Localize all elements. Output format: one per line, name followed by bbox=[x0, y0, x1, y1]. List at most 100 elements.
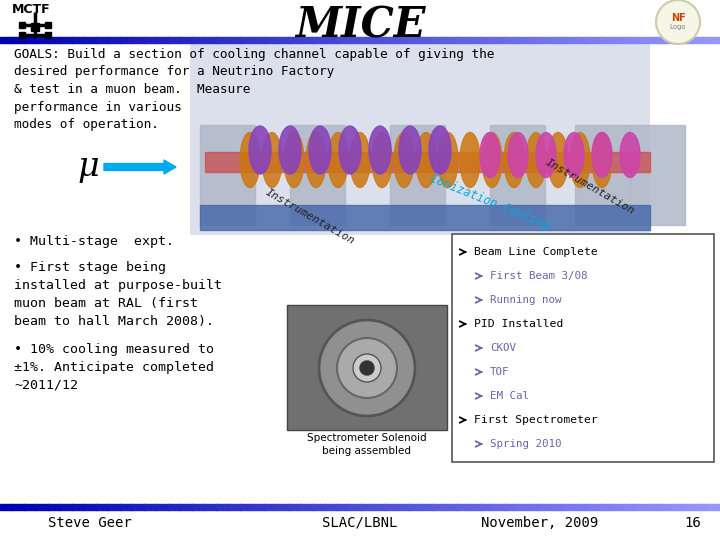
Bar bbox=[360, 37, 373, 43]
Bar bbox=[492, 504, 505, 510]
Bar bbox=[696, 504, 709, 510]
Bar bbox=[264, 504, 277, 510]
Bar bbox=[684, 37, 697, 43]
Circle shape bbox=[353, 354, 381, 382]
Text: Beam Line Complete: Beam Line Complete bbox=[474, 247, 598, 257]
Circle shape bbox=[319, 320, 415, 416]
Bar bbox=[290, 125, 345, 225]
Text: First Spectrometer: First Spectrometer bbox=[474, 415, 598, 425]
FancyArrow shape bbox=[104, 160, 176, 174]
Bar bbox=[48, 504, 61, 510]
Bar bbox=[36, 504, 49, 510]
Bar bbox=[624, 504, 637, 510]
Bar bbox=[264, 37, 277, 43]
Bar bbox=[636, 504, 649, 510]
Bar bbox=[204, 504, 217, 510]
Text: Ionization Cooling: Ionization Cooling bbox=[428, 172, 552, 232]
Bar bbox=[348, 37, 361, 43]
Bar bbox=[45, 22, 51, 28]
Bar bbox=[120, 504, 133, 510]
Bar bbox=[480, 504, 493, 510]
Bar bbox=[444, 504, 457, 510]
Text: First Beam 3/08: First Beam 3/08 bbox=[490, 271, 588, 281]
Bar bbox=[492, 37, 505, 43]
Bar bbox=[444, 37, 457, 43]
Bar bbox=[240, 504, 253, 510]
Bar bbox=[190, 40, 650, 235]
Text: SLAC/LBNL: SLAC/LBNL bbox=[323, 516, 397, 530]
Bar bbox=[240, 37, 253, 43]
Text: EM Cal: EM Cal bbox=[490, 391, 529, 401]
Ellipse shape bbox=[284, 132, 304, 187]
Ellipse shape bbox=[592, 132, 612, 187]
Bar bbox=[588, 504, 601, 510]
Bar bbox=[19, 22, 25, 28]
Bar bbox=[336, 504, 349, 510]
Bar bbox=[72, 504, 85, 510]
Bar bbox=[200, 205, 650, 230]
Bar bbox=[216, 37, 229, 43]
Bar bbox=[312, 504, 325, 510]
Bar bbox=[192, 504, 205, 510]
Bar bbox=[300, 504, 313, 510]
Bar bbox=[205, 152, 650, 172]
Bar bbox=[708, 504, 720, 510]
Text: 16: 16 bbox=[685, 516, 701, 530]
Text: GOALS: Build a section of cooling channel capable of giving the
desired performa: GOALS: Build a section of cooling channe… bbox=[14, 48, 495, 131]
Bar bbox=[200, 125, 255, 225]
Bar bbox=[168, 504, 181, 510]
Bar bbox=[648, 37, 661, 43]
Bar bbox=[540, 37, 553, 43]
Ellipse shape bbox=[328, 132, 348, 187]
Bar bbox=[156, 37, 169, 43]
Bar bbox=[144, 37, 157, 43]
Bar bbox=[324, 37, 337, 43]
Bar bbox=[48, 37, 61, 43]
Bar bbox=[408, 37, 421, 43]
Text: NF: NF bbox=[670, 13, 685, 23]
Ellipse shape bbox=[570, 132, 590, 187]
Bar bbox=[84, 37, 97, 43]
Bar bbox=[630, 125, 685, 225]
Bar bbox=[576, 504, 589, 510]
Bar bbox=[516, 37, 529, 43]
Bar bbox=[648, 504, 661, 510]
Bar bbox=[312, 37, 325, 43]
Text: PID Installed: PID Installed bbox=[474, 319, 563, 329]
Bar bbox=[12, 504, 25, 510]
Bar bbox=[504, 504, 517, 510]
Bar bbox=[60, 504, 73, 510]
Bar bbox=[408, 504, 421, 510]
Bar bbox=[45, 32, 51, 38]
Bar bbox=[528, 37, 541, 43]
Text: CKOV: CKOV bbox=[490, 343, 516, 353]
Bar bbox=[636, 37, 649, 43]
Bar bbox=[36, 37, 49, 43]
Bar bbox=[672, 37, 685, 43]
Ellipse shape bbox=[438, 132, 458, 187]
Bar bbox=[287, 305, 447, 430]
Ellipse shape bbox=[508, 132, 528, 178]
Bar bbox=[552, 504, 565, 510]
Bar bbox=[390, 125, 445, 225]
Bar bbox=[660, 504, 673, 510]
Ellipse shape bbox=[480, 132, 500, 178]
Bar bbox=[372, 37, 385, 43]
Text: Steve Geer: Steve Geer bbox=[48, 516, 132, 530]
Bar bbox=[24, 37, 37, 43]
Ellipse shape bbox=[399, 126, 421, 174]
Text: MCTF: MCTF bbox=[12, 3, 50, 16]
Bar bbox=[252, 504, 265, 510]
Ellipse shape bbox=[620, 132, 640, 178]
Bar bbox=[31, 23, 39, 31]
Bar bbox=[456, 37, 469, 43]
Text: Instrumentation: Instrumentation bbox=[264, 187, 356, 247]
Ellipse shape bbox=[592, 132, 612, 178]
Bar bbox=[468, 504, 481, 510]
Text: November, 2009: November, 2009 bbox=[482, 516, 598, 530]
Text: Spectrometer Solenoid
being assembled: Spectrometer Solenoid being assembled bbox=[307, 433, 427, 456]
Bar bbox=[528, 504, 541, 510]
Ellipse shape bbox=[372, 132, 392, 187]
Ellipse shape bbox=[262, 132, 282, 187]
Bar bbox=[0, 504, 13, 510]
